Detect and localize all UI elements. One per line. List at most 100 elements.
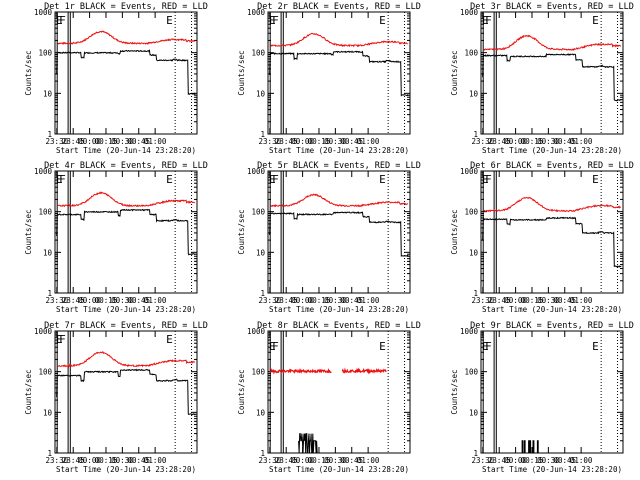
marker-label: E [269,14,276,27]
y-axis-label: Counts/sec [237,369,246,414]
y-axis-label: Counts/sec [24,369,33,414]
x-tick-label: 00:00 [78,137,101,146]
y-tick-label: 100 [464,208,478,217]
x-tick-label: 00:15 [95,456,118,465]
x-tick-label: 00:30 [324,456,347,465]
plot-frame [480,170,624,294]
x-tick-label: 01:00 [570,296,593,305]
x-tick-label: 23:45 [488,456,511,465]
y-axis-label: Counts/sec [450,209,459,254]
x-tick-label: 00:45 [340,456,363,465]
chart-panel-4: Det 4r BLACK = Events, RED = LLD 1 10 100 10… [24,161,208,314]
marker-label: E [482,14,489,27]
lld-series-line [483,34,622,52]
x-axis-label: Start Time (20-Jun-14 23:28:20) [482,146,622,155]
x-tick-label: 01:00 [357,137,380,146]
x-tick-label: 00:15 [521,137,544,146]
panel-title: Det 8r BLACK = Events, RED = LLD [257,321,421,331]
y-tick-label: 1000 [247,167,266,176]
x-tick-label: 23:30 [472,296,495,305]
x-tick-label: 00:45 [340,137,363,146]
plot-frame [54,330,198,454]
chart-panel-7: Det 7r BLACK = Events, RED = LLD 1 10 100 10… [24,321,208,474]
x-tick-label: 00:15 [521,296,544,305]
marker-label: F [485,340,492,353]
y-tick-label: 1000 [247,327,266,336]
x-tick-label: 00:15 [308,137,331,146]
events-series-line [482,216,622,268]
x-tick-label: 01:00 [570,456,593,465]
marker-label: F [485,173,492,186]
x-tick-label: 01:00 [144,456,167,465]
x-tick-label: 00:30 [111,296,134,305]
events-series-line [482,52,622,102]
x-tick-label: 23:30 [259,137,282,146]
x-tick-label: 01:00 [357,456,380,465]
marker-label: E [482,173,489,186]
x-tick-label: 00:00 [504,456,527,465]
y-tick-label: 1 [260,130,265,139]
x-tick-label: 00:45 [340,296,363,305]
x-tick-label: 00:00 [291,296,314,305]
lld-series-line [341,367,387,375]
chart-panel-5: Det 5r BLACK = Events, RED = LLD 1 10 100 10… [237,161,421,314]
lld-series-line [57,191,196,208]
y-tick-label: 100 [464,368,478,377]
x-axis-label: Start Time (20-Jun-14 23:28:20) [482,465,622,474]
y-tick-label: 1000 [460,327,479,336]
x-axis-label: Start Time (20-Jun-14 23:28:20) [56,305,196,314]
y-tick-label: 10 [469,89,479,98]
x-tick-label: 23:30 [472,456,495,465]
x-axis-label: Start Time (20-Jun-14 23:28:20) [269,146,409,155]
lld-series-line [269,368,332,375]
x-axis-label: Start Time (20-Jun-14 23:28:20) [56,146,196,155]
x-tick-label: 23:45 [275,137,298,146]
y-tick-label: 10 [256,408,266,417]
x-tick-label: 23:30 [472,137,495,146]
y-tick-label: 100 [38,49,52,58]
marker-label: E [166,333,173,346]
marker-label: E [269,173,276,186]
x-axis-label: Start Time (20-Jun-14 23:28:20) [269,465,409,474]
x-axis-label: Start Time (20-Jun-14 23:28:20) [482,305,622,314]
x-tick-label: 00:30 [537,137,560,146]
marker-label: E [379,340,386,353]
panel-title: Det 7r BLACK = Events, RED = LLD [44,321,208,331]
x-tick-label: 23:30 [259,296,282,305]
x-tick-label: 00:45 [553,456,576,465]
plot-frame [267,330,411,454]
marker-label: E [379,14,386,27]
marker-label: F [272,340,279,353]
chart-panel-3: Det 3r BLACK = Events, RED = LLD 1 10 100 10… [450,2,634,155]
y-tick-label: 10 [469,408,479,417]
events-series-line [521,440,539,453]
y-tick-label: 1000 [34,167,53,176]
x-tick-label: 23:30 [259,456,282,465]
y-tick-label: 100 [251,368,265,377]
marker-label: F [485,14,492,27]
x-tick-label: 00:30 [324,137,347,146]
y-tick-label: 1000 [247,8,266,17]
y-tick-label: 100 [38,208,52,217]
panel-title: Det 6r BLACK = Events, RED = LLD [470,161,634,171]
x-tick-label: 00:30 [537,296,560,305]
chart-panel-1: Det 1r BLACK = Events, RED = LLD 1 10 100 10… [24,2,208,155]
x-tick-label: 00:00 [78,456,101,465]
y-tick-label: 1 [473,449,478,458]
y-axis-label: Counts/sec [237,209,246,254]
y-axis-label: Counts/sec [450,369,459,414]
x-axis-label: Start Time (20-Jun-14 23:28:20) [269,305,409,314]
y-tick-label: 1 [473,289,478,298]
y-tick-label: 1 [473,130,478,139]
marker-label: E [482,340,489,353]
marker-label: F [272,14,279,27]
x-tick-label: 00:30 [324,296,347,305]
events-series-line [269,50,409,97]
x-tick-label: 00:30 [537,456,560,465]
x-tick-label: 00:15 [521,456,544,465]
y-tick-label: 1 [260,449,265,458]
x-tick-label: 23:45 [275,456,298,465]
y-axis-label: Counts/sec [450,50,459,95]
plot-frame [480,330,624,454]
marker-label: F [59,173,66,186]
